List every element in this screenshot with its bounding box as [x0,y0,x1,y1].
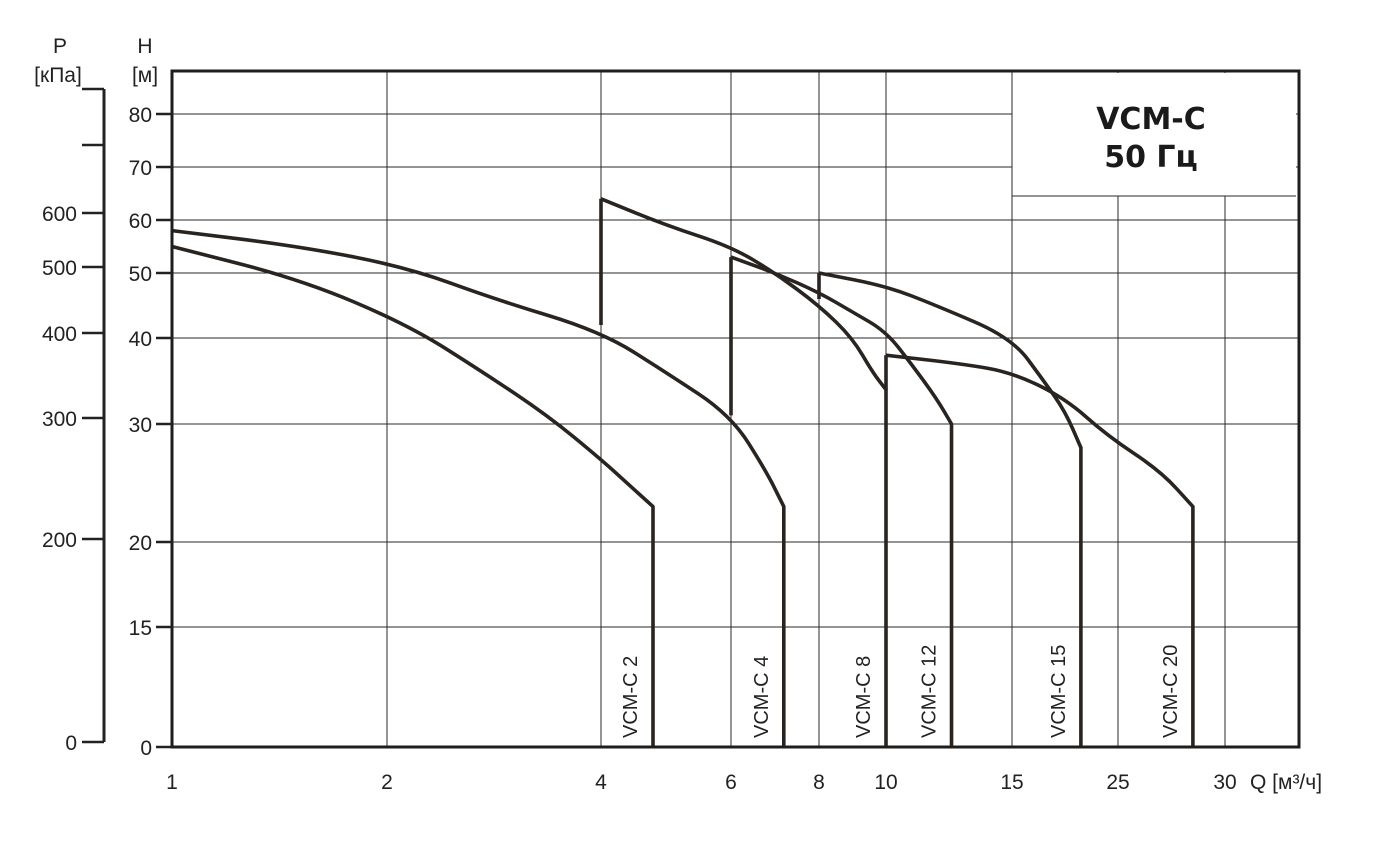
x-tick-label: 25 [1106,771,1129,794]
pressure-tick-label: 300 [42,408,77,431]
head-axis-unit: [м] [132,64,158,87]
pressure-tick-label: 400 [42,323,77,346]
y-tick-label: 30 [129,414,152,437]
pressure-tick-label: 0 [65,732,77,755]
chart-title: VCM-C [1096,102,1206,137]
x-tick-label: 2 [381,771,393,794]
y-tick-label: 70 [129,157,152,180]
y-tick-label: 40 [129,328,152,351]
series-label: VCM-C 2 [620,656,642,738]
x-tick-label: 15 [1000,771,1023,794]
series-label: VCM-C 15 [1048,645,1070,738]
y-tick-label: 60 [129,210,152,233]
title-box [1012,73,1296,196]
head-axis-label: H [137,35,152,58]
performance-curve-3 [600,197,888,747]
series-label: VCM-C 8 [853,656,875,738]
chart-subtitle: 50 Гц [1104,140,1198,175]
x-tick-label: 6 [725,771,737,794]
series-labels: VCM-C 2 VCM-C 4 VCM-C 8 VCM-C 12 VCM-C 15 VCM… [620,645,1182,738]
performance-curve-4 [730,255,954,747]
pressure-axis-unit: [кПа] [34,64,82,87]
y-tick-label: 0 [140,737,152,760]
pressure-tick-label: 500 [42,257,77,280]
x-tick-label: 10 [874,771,897,794]
pressure-axis-label: P [53,35,67,58]
plot-frame [170,69,1301,749]
y-tick-label: 20 [129,532,152,555]
performance-curve-6 [885,353,1195,747]
performance-curve-2 [171,228,786,747]
pressure-tick-label: 200 [42,529,77,552]
x-tick-label: 1 [166,771,178,794]
pressure-tick-label: 600 [42,203,77,226]
y-tick-label: 15 [129,617,152,640]
x-tick-label: 8 [813,771,825,794]
x-tick-label: 30 [1213,771,1236,794]
series-label: VCM-C 12 [919,645,941,738]
y-tick-label: 80 [129,104,152,127]
series-label: VCM-C 4 [751,656,773,738]
x-axis-label: Q [м³/ч] [1250,771,1322,794]
axes: 1 2 4 6 8 10 15 25 30015203040506070800200300400… [42,87,1237,794]
series-label: VCM-C 20 [1160,645,1182,738]
performance-curve-1 [171,244,655,747]
x-tick-label: 4 [595,771,607,794]
y-tick-label: 50 [129,263,152,286]
curves [171,197,1195,747]
performance-curve-5 [818,271,1083,747]
